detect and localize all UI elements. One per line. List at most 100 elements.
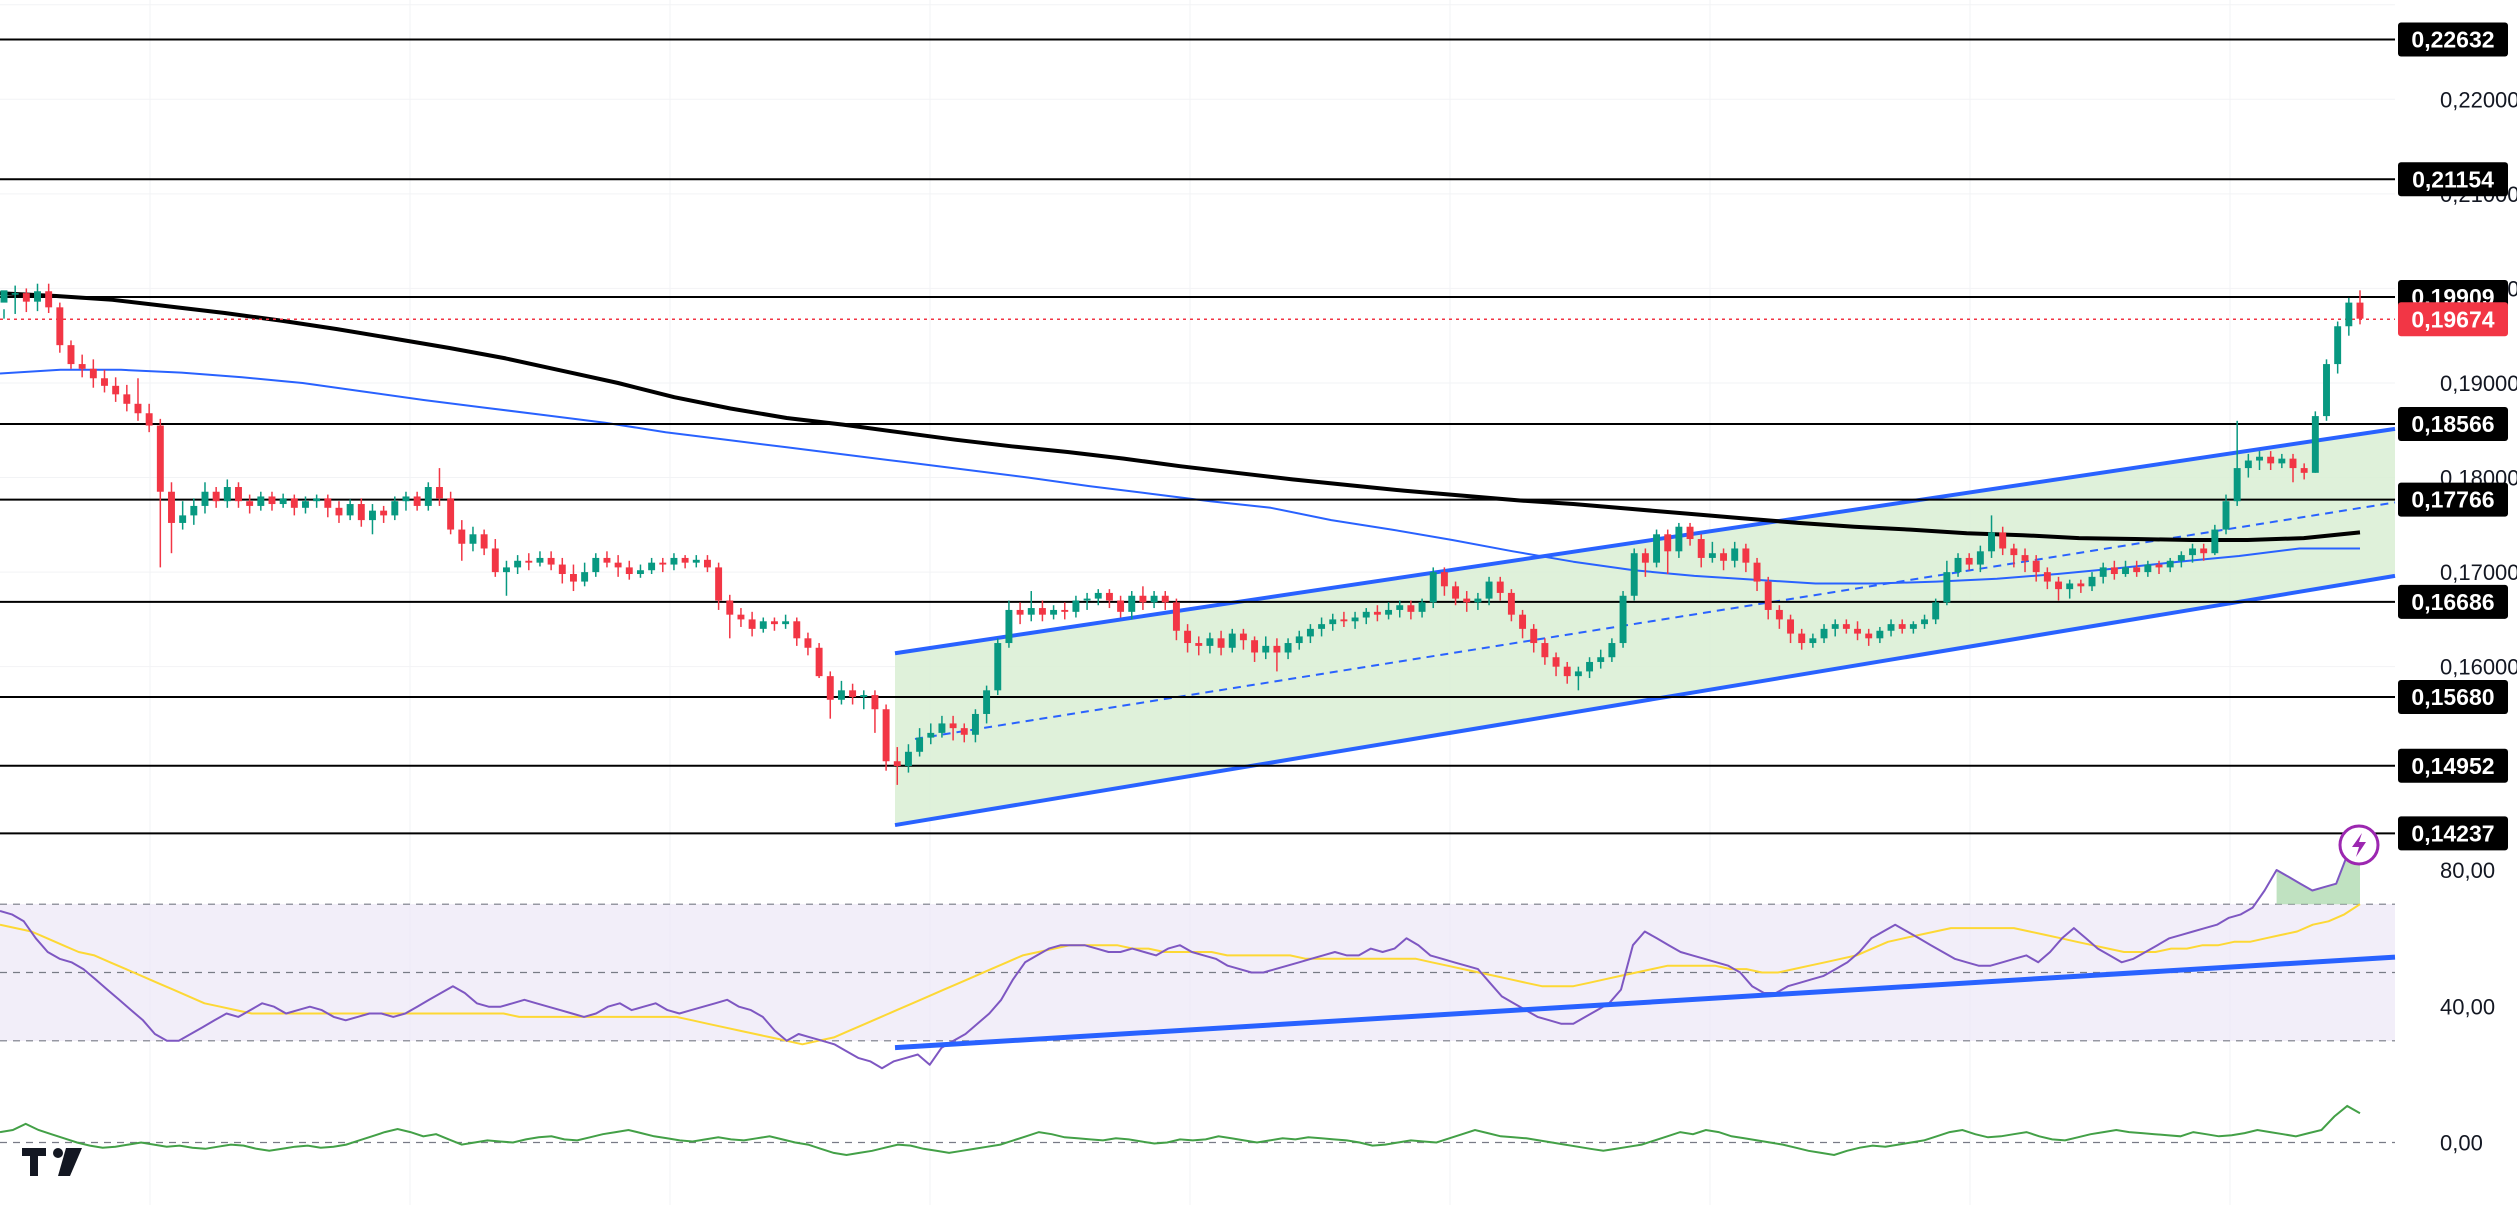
candle-body [514, 560, 522, 568]
candle-body [949, 723, 957, 729]
candle-body [748, 619, 756, 629]
candle [436, 468, 443, 506]
candle [1563, 661, 1571, 684]
candle [2244, 453, 2252, 478]
candle-body [614, 562, 622, 568]
candle [2166, 557, 2174, 573]
candle [1909, 621, 1917, 634]
candle [938, 715, 946, 738]
candle-body [2077, 583, 2085, 587]
candle [1027, 591, 1035, 622]
tradingview-logo[interactable] [22, 1148, 82, 1176]
level-tag-bg [2398, 162, 2508, 197]
candle [45, 283, 53, 314]
candle-body [458, 529, 466, 544]
candle [860, 690, 868, 710]
candle-body [983, 690, 991, 714]
alert-icon[interactable] [2338, 824, 2380, 866]
candle [56, 302, 64, 353]
candle-body [1038, 608, 1046, 615]
candle [1452, 581, 1460, 606]
candle-body [2010, 548, 2018, 556]
candle [558, 557, 566, 584]
candle-body [290, 498, 298, 508]
price-tick-label: 0,19000 [2440, 371, 2517, 396]
candle [1206, 632, 1214, 654]
candle [2289, 453, 2297, 483]
candle [2222, 494, 2230, 535]
candle [681, 555, 689, 569]
candle-body [1608, 643, 1616, 658]
candle-body [2345, 302, 2353, 327]
candle-body [1574, 671, 1582, 677]
candle [503, 560, 510, 596]
candle-body [804, 638, 812, 648]
candle-body [1105, 592, 1113, 601]
candle [1128, 591, 1136, 620]
candle-body [2110, 567, 2118, 575]
candle [1105, 589, 1113, 609]
candle [1831, 619, 1839, 637]
candle [1005, 600, 1013, 648]
candle-body [648, 562, 656, 571]
candle-body [1563, 666, 1571, 677]
candle [1318, 617, 1326, 637]
candle [2077, 579, 2085, 593]
candle [1228, 628, 1236, 653]
candle-body [715, 567, 723, 601]
candle [1172, 598, 1180, 641]
candle-body [1474, 598, 1482, 603]
level-tag: 0,14952 [2398, 748, 2508, 783]
candle [547, 551, 555, 571]
candle-body [525, 560, 533, 563]
candle [2144, 560, 2152, 577]
candle [1284, 638, 1292, 660]
candle [1597, 649, 1605, 669]
price-tags: 0,226320,211540,199090,185660,177660,166… [2398, 22, 2508, 851]
candle-body [1976, 551, 1984, 565]
candle [2099, 562, 2107, 584]
candle [670, 553, 678, 571]
candle [1385, 602, 1393, 620]
candle [89, 359, 97, 388]
candle-body [34, 291, 41, 302]
candle-body [1072, 600, 1080, 612]
candle [1876, 626, 1884, 644]
candle-body [0, 290, 8, 303]
price-tick-label: 0,16000 [2440, 655, 2517, 680]
candle-body [793, 621, 801, 639]
candle [703, 555, 711, 573]
horizontal-levels [0, 38, 2395, 835]
candles [0, 283, 2364, 785]
candle-body [681, 557, 689, 563]
candle-body [1630, 553, 1638, 596]
candle-body [156, 425, 164, 492]
candle-body [1061, 609, 1069, 612]
candle [257, 491, 265, 511]
candle [1295, 630, 1303, 650]
candle [1117, 595, 1125, 618]
candle-body [2032, 560, 2040, 573]
candle-body [1909, 624, 1917, 629]
candle-body [1641, 553, 1649, 563]
candle [1887, 619, 1895, 637]
candle [871, 690, 879, 733]
candle-body [904, 751, 912, 766]
candle [2021, 548, 2029, 573]
candle-body [1865, 633, 1873, 639]
candle-body [1228, 633, 1236, 648]
candle [1373, 605, 1381, 622]
candle [1764, 576, 1772, 620]
candle-body [1519, 614, 1527, 629]
candle-body [1295, 636, 1303, 644]
price-tick-label: 0,17000 [2440, 560, 2517, 585]
candle [1976, 545, 1984, 573]
level-tag: 0,22632 [2398, 22, 2508, 57]
candle [1072, 595, 1080, 618]
candle [2177, 551, 2185, 568]
candle [1474, 592, 1482, 610]
trend-channel [894, 426, 2396, 828]
candle-body [1273, 645, 1281, 653]
candle [1965, 553, 1973, 571]
